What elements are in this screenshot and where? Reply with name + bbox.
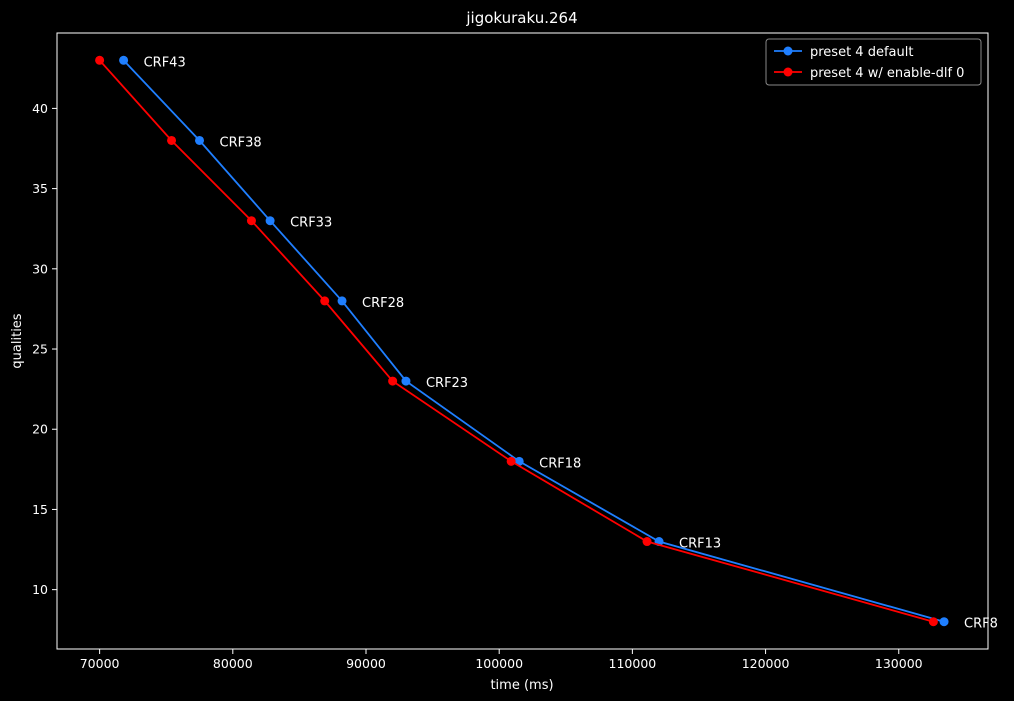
data-point-series-1 [401,376,411,386]
point-label: CRF13 [679,537,721,552]
legend-marker-1 [783,46,793,56]
y-tick-label: 25 [32,342,48,357]
x-axis: 70000 80000 90000 100000 110000 120000 130000 [80,649,923,671]
legend-box [765,38,982,86]
data-point-series-1 [119,55,129,65]
point-label: CRF18 [539,456,581,471]
data-point-series-1 [265,216,275,226]
point-labels-layer: CRF43 CRF38 CRF33 CRF28 CRF23 CRF18 CRF13 CRF8 [144,55,998,631]
point-label: CRF38 [220,135,262,150]
series-line-1 [122,59,945,623]
x-tick-label: 80000 [213,656,253,671]
point-label: CRF43 [144,55,186,70]
x-tick-label: 90000 [346,656,386,671]
data-point-series-2 [95,55,105,65]
y-tick-label: 30 [32,261,48,276]
legend: preset 4 default preset 4 w/ enable-dlf 0 [765,38,982,86]
point-label: CRF33 [290,216,332,231]
data-point-series-2 [506,456,516,466]
x-tick-label: 100000 [475,656,523,671]
point-label: CRF8 [964,617,998,632]
point-label: CRF28 [362,296,404,311]
x-tick-label: 130000 [875,656,923,671]
data-point-series-2 [167,135,177,145]
data-point-series-2 [320,296,330,306]
legend-label-2: preset 4 w/ enable-dlf 0 [810,66,964,81]
y-tick-label: 10 [32,582,48,597]
x-tick-label: 120000 [742,656,790,671]
series-line-2 [98,59,934,623]
plot-area-frame [56,32,989,650]
series-layer [95,55,949,627]
y-axis-title: qualities [10,313,25,368]
data-point-series-2 [246,216,256,226]
data-point-series-1 [939,617,949,627]
legend-label-1: preset 4 default [810,45,913,60]
x-axis-title: time (ms) [490,678,553,693]
point-label: CRF23 [426,376,468,391]
data-point-series-2 [928,617,938,627]
data-point-series-1 [195,135,205,145]
x-tick-label: 70000 [80,656,120,671]
data-point-series-1 [514,456,524,466]
y-tick-label: 40 [32,101,48,116]
legend-marker-2 [783,67,793,77]
y-axis: 10 15 20 25 30 35 40 [32,101,57,597]
y-tick-label: 15 [32,502,48,517]
y-tick-label: 35 [32,181,48,196]
data-point-series-1 [337,296,347,306]
data-point-series-2 [642,537,652,547]
data-point-series-2 [388,376,398,386]
chart-title: jigokuraku.264 [465,9,577,27]
y-tick-label: 20 [32,422,48,437]
x-tick-label: 110000 [609,656,657,671]
